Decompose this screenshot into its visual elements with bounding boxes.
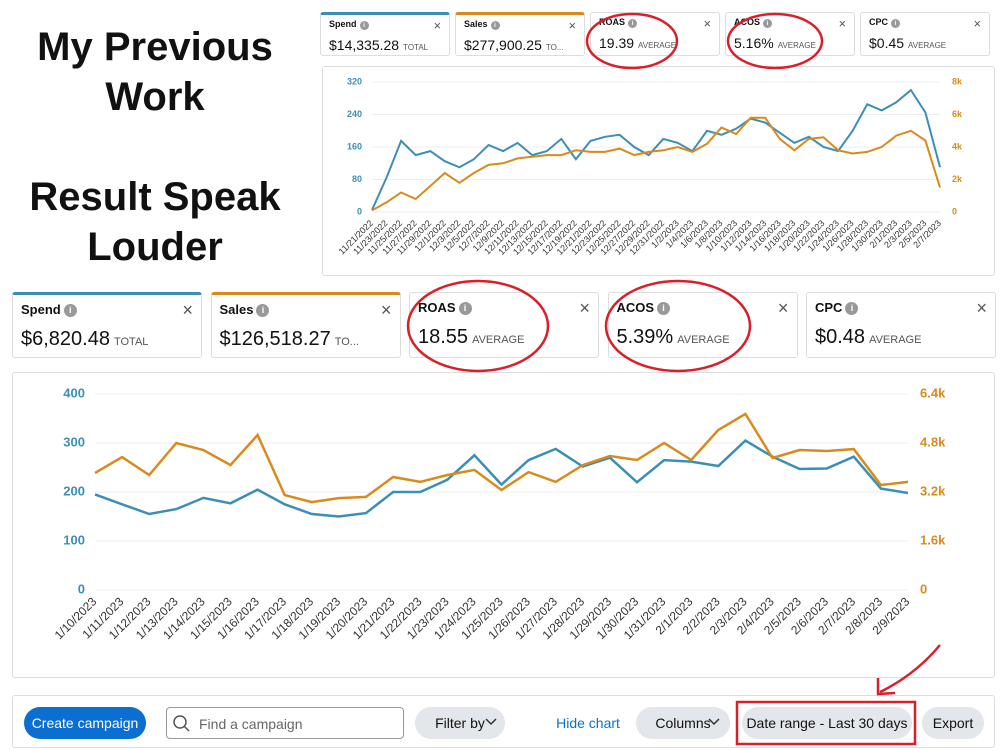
heading: Result Speak Louder xyxy=(29,175,281,269)
close-icon[interactable]: × xyxy=(579,298,590,319)
metric-value: $6,820.48 TOTAL xyxy=(21,328,149,350)
metric-value: 18.55 AVERAGE xyxy=(418,326,525,348)
close-icon[interactable]: × xyxy=(703,16,711,31)
info-icon[interactable]: i xyxy=(891,18,901,28)
metric-name: Spend i xyxy=(329,19,369,30)
metric-value: 5.39% AVERAGE xyxy=(616,326,730,348)
metric-suffix: AVERAGE xyxy=(472,334,525,346)
date-range-button[interactable]: Date range - Last 30 days xyxy=(742,707,912,739)
info-icon[interactable]: i xyxy=(657,301,671,315)
metric-card: ACOS i × 5.16% AVERAGE xyxy=(725,12,855,56)
metric-card: Sales i × $126,518.27 TO... xyxy=(210,292,401,358)
chart-panel xyxy=(12,372,995,678)
info-icon[interactable]: i xyxy=(63,303,77,317)
metric-value: $277,900.25 TO... xyxy=(464,37,564,53)
metric-card: CPC i × $0.45 AVERAGE xyxy=(860,12,990,56)
chart-panel xyxy=(322,66,995,276)
close-icon[interactable]: × xyxy=(973,16,981,31)
metric-value: $0.45 AVERAGE xyxy=(869,35,947,51)
info-icon[interactable]: i xyxy=(256,303,270,317)
close-icon[interactable]: × xyxy=(182,300,193,321)
metric-card: ROAS i × 19.39 AVERAGE xyxy=(590,12,720,56)
metric-name: ROAS i xyxy=(599,17,638,28)
metric-card: Spend i × $6,820.48 TOTAL xyxy=(12,292,202,358)
close-icon[interactable]: × xyxy=(433,18,441,33)
close-icon[interactable]: × xyxy=(838,16,846,31)
metric-suffix: AVERAGE xyxy=(777,41,816,50)
close-icon[interactable]: × xyxy=(777,298,789,319)
metric-value: $126,518.27 TO... xyxy=(219,328,359,350)
metric-value: 19.39 AVERAGE xyxy=(599,35,677,51)
metric-suffix: TO... xyxy=(334,336,359,348)
metric-name: Sales i xyxy=(220,302,270,317)
close-icon[interactable]: × xyxy=(380,300,392,321)
metric-name: CPC i xyxy=(815,300,859,315)
filter-button[interactable]: Filter by xyxy=(415,707,505,739)
export-button[interactable]: Export xyxy=(922,707,984,739)
info-icon[interactable]: i xyxy=(458,301,472,315)
metric-suffix: AVERAGE xyxy=(677,334,730,346)
metric-card: ACOS i × 5.39% AVERAGE xyxy=(607,292,798,358)
metric-suffix: AVERAGE xyxy=(908,41,947,50)
metric-card: ROAS i × 18.55 AVERAGE xyxy=(409,292,599,358)
metric-suffix: AVERAGE xyxy=(869,334,922,346)
metric-card: CPC i × $0.48 AVERAGE xyxy=(806,292,996,358)
metric-name: CPC i xyxy=(869,17,901,28)
info-icon[interactable]: i xyxy=(359,20,369,30)
info-icon[interactable]: i xyxy=(845,301,859,315)
metric-name: Sales i xyxy=(464,19,500,30)
metric-suffix: TOTAL xyxy=(403,43,429,52)
metric-suffix: AVERAGE xyxy=(638,41,677,50)
info-icon[interactable]: i xyxy=(628,18,638,28)
metric-name: ACOS i xyxy=(617,300,671,315)
columns-button[interactable]: Columns xyxy=(636,707,730,739)
info-icon[interactable]: i xyxy=(490,20,500,30)
close-icon[interactable]: × xyxy=(568,18,576,33)
metric-value: 5.16% AVERAGE xyxy=(734,35,816,51)
metric-name: ROAS i xyxy=(418,300,472,315)
info-icon[interactable]: i xyxy=(763,18,773,28)
search-box[interactable]: Find a campaign xyxy=(166,707,404,739)
metric-name: ACOS i xyxy=(734,17,773,28)
heading: My Previous Work xyxy=(37,25,273,119)
hide-chart-link[interactable]: Hide chart xyxy=(556,715,620,731)
close-icon[interactable]: × xyxy=(976,298,987,319)
metric-value: $14,335.28 TOTAL xyxy=(329,37,429,53)
metric-card: Spend i × $14,335.28 TOTAL xyxy=(320,12,450,56)
create-button[interactable]: Create campaign xyxy=(24,707,146,739)
metric-name: Spend i xyxy=(21,302,77,317)
metric-value: $0.48 AVERAGE xyxy=(815,326,922,348)
metric-suffix: TOTAL xyxy=(113,336,149,348)
metric-card: Sales i × $277,900.25 TO... xyxy=(455,12,585,56)
metric-suffix: TO... xyxy=(545,43,564,52)
